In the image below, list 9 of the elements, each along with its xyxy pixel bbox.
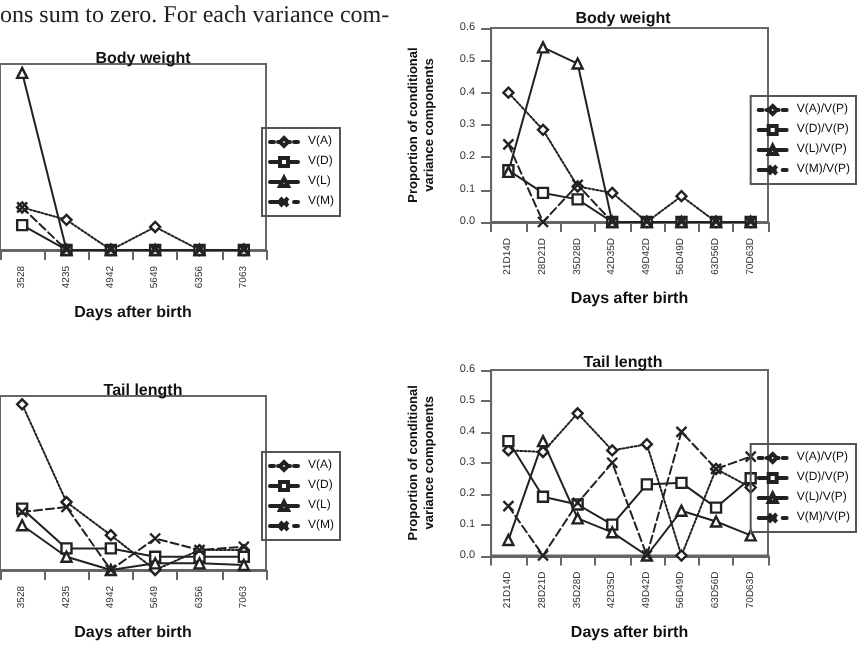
chart-title: Tail length xyxy=(583,353,663,371)
x-axis-title: Days after birth xyxy=(74,303,192,321)
x-axis-title: Days after birth xyxy=(74,623,192,641)
text: ons sum to zero. For each variance com- xyxy=(0,0,390,28)
x-axis-title: Days after birth xyxy=(570,289,689,308)
chart-title: Tail length xyxy=(103,381,183,399)
chart-title: Body weight xyxy=(95,49,192,67)
x-axis-title: Days after birth xyxy=(570,623,689,641)
chart-title: Body weight xyxy=(575,9,672,27)
